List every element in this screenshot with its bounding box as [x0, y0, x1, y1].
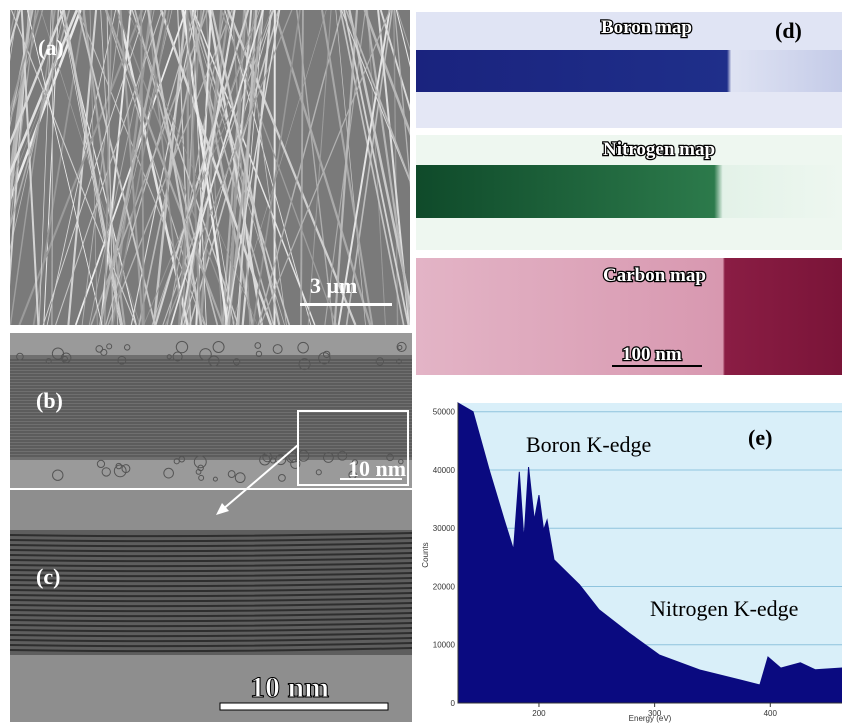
y-tick-label: 50000 — [433, 408, 456, 417]
panel-label: (e) — [748, 425, 772, 450]
annotation: Nitrogen K-edge — [650, 596, 798, 621]
fiber — [7, 10, 10, 325]
y-axis-label: Counts — [421, 542, 430, 567]
panel-label: (c) — [36, 564, 60, 589]
y-tick-label: 10000 — [433, 641, 456, 650]
panel-c — [10, 490, 412, 722]
map-title: Boron map — [601, 17, 692, 38]
y-tick-label: 40000 — [433, 466, 456, 475]
y-tick-label: 20000 — [433, 582, 456, 591]
y-tick-label: 0 — [451, 699, 456, 708]
scale-bar — [220, 703, 388, 710]
scale-label: 10 nm — [348, 456, 406, 481]
map-title: Carbon map — [603, 265, 706, 286]
y-tick-label: 30000 — [433, 524, 456, 533]
figure: (a) 3 μm (b) 10 nm (c) 10 nm Boron map (… — [0, 0, 842, 724]
annotation: Boron K-edge — [526, 432, 651, 457]
scale-label: 100 nm — [622, 344, 682, 365]
x-tick-label: 400 — [764, 709, 778, 718]
scale-label: 10 nm — [250, 671, 329, 704]
panel-label: (d) — [775, 18, 802, 43]
map-bg — [416, 218, 842, 250]
x-tick-label: 200 — [532, 709, 546, 718]
scale-bar — [612, 365, 702, 367]
map-title: Nitrogen map — [603, 139, 715, 160]
panel-label: (b) — [36, 388, 63, 413]
scale-bar — [300, 303, 392, 306]
panel-label: (a) — [38, 35, 64, 60]
x-axis-label: Energy (eV) — [629, 714, 672, 723]
scale-label: 3 μm — [310, 273, 357, 298]
map-bg — [416, 92, 842, 128]
